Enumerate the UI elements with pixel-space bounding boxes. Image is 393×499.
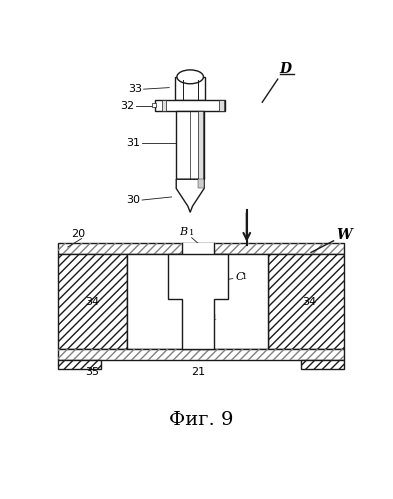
Bar	[219, 100, 224, 111]
Bar	[175, 77, 205, 100]
Text: 30: 30	[127, 195, 141, 205]
Bar	[176, 111, 204, 179]
Bar	[198, 111, 203, 179]
Text: 1: 1	[212, 314, 217, 322]
Text: 31: 31	[127, 138, 141, 148]
Text: 33: 33	[128, 84, 142, 94]
Polygon shape	[176, 179, 204, 213]
Text: 1: 1	[242, 273, 248, 281]
Ellipse shape	[177, 70, 204, 84]
Text: B: B	[179, 227, 187, 237]
Text: 32: 32	[120, 101, 134, 111]
Text: 20: 20	[71, 229, 85, 239]
Bar	[59, 360, 101, 369]
Text: Фиг. 9: Фиг. 9	[169, 411, 233, 429]
Polygon shape	[168, 254, 228, 349]
Bar	[127, 254, 268, 349]
Bar	[59, 349, 343, 360]
Text: 34: 34	[85, 297, 99, 307]
Bar	[182, 243, 214, 254]
Bar	[59, 243, 343, 254]
Text: 35: 35	[85, 367, 99, 377]
Bar	[152, 103, 156, 107]
Bar	[59, 243, 343, 254]
Polygon shape	[198, 179, 204, 189]
Text: W: W	[336, 229, 351, 243]
Text: D: D	[279, 62, 292, 76]
Bar	[162, 100, 166, 111]
Bar	[301, 360, 343, 369]
Text: C: C	[235, 272, 244, 282]
Text: 1: 1	[189, 229, 195, 237]
Bar	[59, 254, 127, 349]
Text: 34: 34	[303, 297, 317, 307]
Text: 21: 21	[191, 367, 205, 377]
Bar	[59, 349, 343, 360]
Text: O: O	[204, 313, 213, 323]
Bar	[268, 254, 343, 349]
Bar	[155, 100, 225, 111]
